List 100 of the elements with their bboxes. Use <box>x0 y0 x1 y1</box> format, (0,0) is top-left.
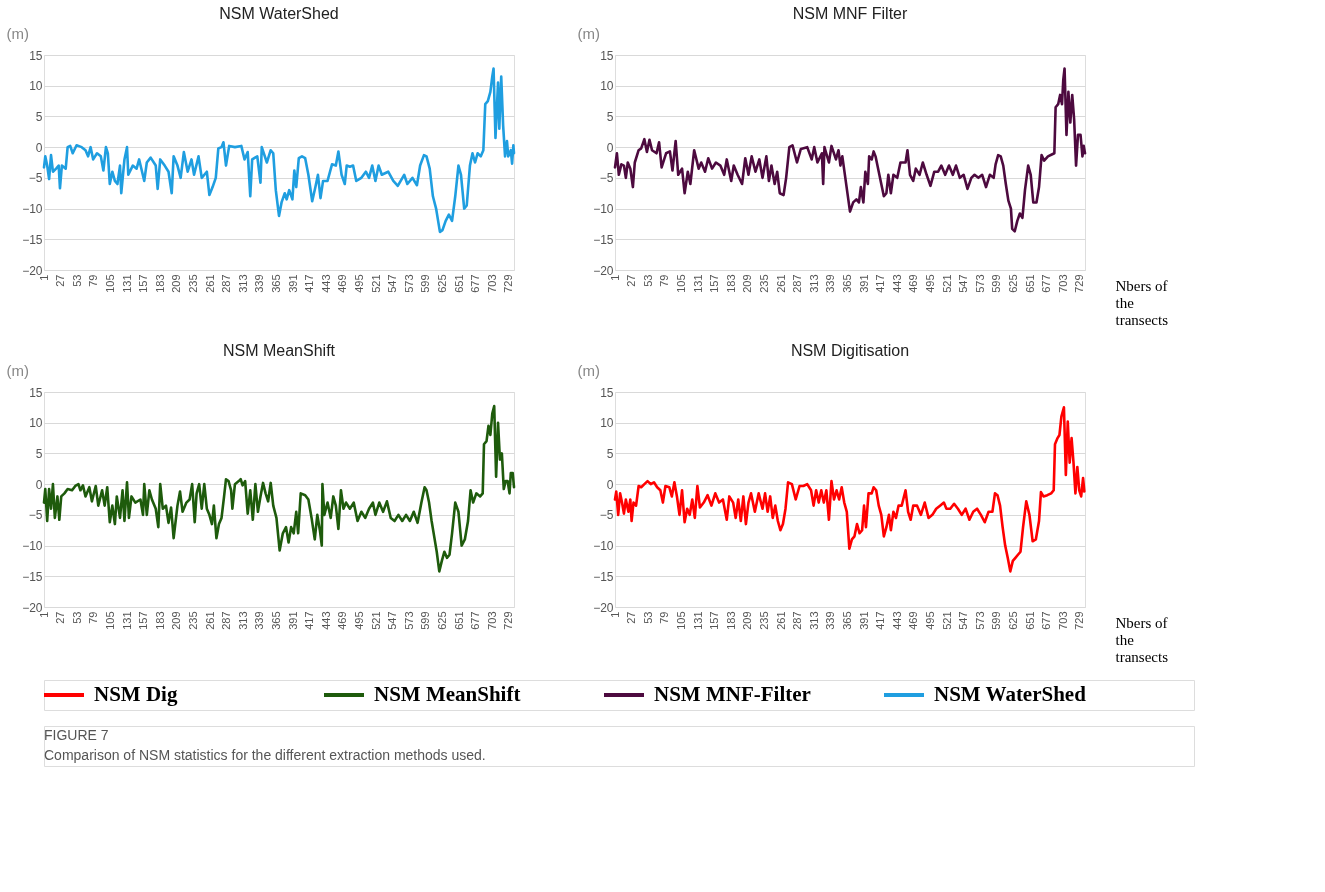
x-tick-label: 287 <box>220 611 233 630</box>
y-tick-label: 0 <box>35 477 43 492</box>
x-tick-label: 729 <box>502 611 515 630</box>
x-tick-label: 599 <box>990 274 1003 293</box>
x-tick-label: 183 <box>724 611 737 630</box>
x-tick-label: 27 <box>625 274 638 287</box>
x-tick-label: 703 <box>1056 611 1069 630</box>
y-axis-title: (m) <box>577 24 600 42</box>
legend-label: NSM Dig <box>94 682 178 706</box>
y-tick-label: 10 <box>600 416 614 431</box>
x-tick-label: 157 <box>137 611 150 630</box>
x-axis-title: Nbers of the transects <box>1115 277 1169 328</box>
x-tick-label: 27 <box>54 611 67 624</box>
line-series <box>42 67 516 234</box>
x-tick-label: 495 <box>923 274 936 293</box>
x-tick-label: 729 <box>502 274 515 293</box>
caption: FIGURE 7 <box>44 727 109 743</box>
y-tick-label: −5 <box>599 171 614 186</box>
x-tick-label: 651 <box>1023 274 1036 293</box>
x-tick-label: 573 <box>973 274 986 293</box>
x-tick-label: 443 <box>890 611 903 630</box>
x-tick-label: 287 <box>791 274 804 293</box>
x-tick-label: 521 <box>940 274 953 293</box>
y-tick-label: −10 <box>593 539 614 554</box>
y-axis-title: (m) <box>6 361 29 379</box>
chart-title: NSM MeanShift <box>222 342 336 359</box>
x-tick-label: 417 <box>874 611 887 630</box>
x-tick-label: 157 <box>708 274 721 293</box>
y-tick-label: 5 <box>606 109 614 124</box>
x-tick-label: 495 <box>352 611 365 630</box>
x-tick-label: 235 <box>186 611 199 630</box>
y-tick-label: 0 <box>35 140 43 155</box>
x-tick-label: 443 <box>890 274 903 293</box>
x-tick-label: 365 <box>269 274 282 293</box>
x-tick-label: 495 <box>352 274 365 293</box>
x-tick-label: 183 <box>153 274 166 293</box>
line-series <box>42 404 516 573</box>
y-tick-label: 10 <box>600 79 614 94</box>
x-tick-label: 729 <box>1073 611 1086 630</box>
x-tick-label: 105 <box>674 274 687 293</box>
y-tick-label: 15 <box>600 385 614 400</box>
x-tick-label: 53 <box>641 274 654 287</box>
x-tick-label: 339 <box>824 274 837 293</box>
x-tick-label: 469 <box>907 611 920 630</box>
x-tick-label: 703 <box>485 611 498 630</box>
y-tick-label: −15 <box>593 569 614 584</box>
x-tick-label: 261 <box>774 274 787 293</box>
x-tick-label: 469 <box>907 274 920 293</box>
line-series <box>613 67 1087 233</box>
x-tick-label: 391 <box>286 274 299 293</box>
x-tick-label: 547 <box>957 611 970 630</box>
y-tick-label: 5 <box>606 446 614 461</box>
y-tick-label: 10 <box>29 416 43 431</box>
y-tick-label: 0 <box>606 140 614 155</box>
x-tick-label: 79 <box>87 611 100 624</box>
x-tick-label: 677 <box>469 274 482 293</box>
y-tick-label: −10 <box>22 202 43 217</box>
x-tick-label: 625 <box>1006 274 1019 293</box>
y-tick-label: −15 <box>22 569 43 584</box>
line-series <box>613 406 1086 573</box>
x-tick-label: 339 <box>253 611 266 630</box>
x-tick-label: 157 <box>708 611 721 630</box>
x-tick-label: 495 <box>923 611 936 630</box>
x-tick-label: 313 <box>236 274 249 293</box>
legend-label: NSM MeanShift <box>374 682 521 706</box>
x-tick-label: 105 <box>674 611 687 630</box>
y-tick-label: −5 <box>28 508 43 523</box>
x-tick-label: 79 <box>658 274 671 287</box>
x-tick-label: 703 <box>485 274 498 293</box>
y-tick-label: −15 <box>593 232 614 247</box>
x-tick-label: 443 <box>319 274 332 293</box>
x-tick-label: 599 <box>990 611 1003 630</box>
x-tick-label: 157 <box>137 274 150 293</box>
x-tick-label: 105 <box>103 611 116 630</box>
x-tick-label: 573 <box>402 274 415 293</box>
x-tick-label: 677 <box>469 611 482 630</box>
y-tick-label: −10 <box>593 202 614 217</box>
x-tick-label: 53 <box>70 274 83 287</box>
x-tick-label: 53 <box>641 611 654 624</box>
x-tick-label: 235 <box>757 611 770 630</box>
x-tick-label: 521 <box>369 274 382 293</box>
x-tick-label: 391 <box>857 611 870 630</box>
x-tick-label: 469 <box>336 274 349 293</box>
y-tick-label: 10 <box>29 79 43 94</box>
chart-title: NSM MNF Filter <box>792 5 908 22</box>
y-tick-label: −5 <box>28 171 43 186</box>
x-tick-label: 573 <box>973 611 986 630</box>
x-tick-label: 183 <box>724 274 737 293</box>
x-tick-label: 209 <box>741 611 754 630</box>
text: Comparison of NSM statistics for the different extraction methods used. <box>44 747 486 763</box>
y-axis-title: (m) <box>577 361 600 379</box>
x-tick-label: 261 <box>203 611 216 630</box>
x-tick-label: 417 <box>874 274 887 293</box>
x-tick-label: 469 <box>336 611 349 630</box>
x-tick-label: 261 <box>774 611 787 630</box>
x-tick-label: 651 <box>1023 611 1036 630</box>
x-tick-label: 131 <box>691 611 704 630</box>
x-tick-label: 209 <box>741 274 754 293</box>
x-tick-label: 183 <box>153 611 166 630</box>
x-tick-label: 625 <box>435 611 448 630</box>
